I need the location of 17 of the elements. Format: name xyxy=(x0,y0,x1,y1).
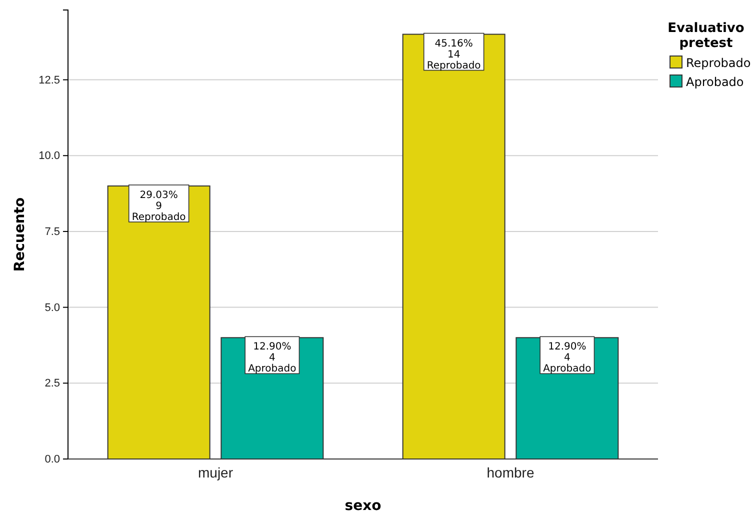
legend-title: Evaluativo pretest xyxy=(668,21,744,51)
y-tick-label: 12.5 xyxy=(38,74,60,86)
y-tick-label: 0.0 xyxy=(44,454,60,466)
data-label: 12.90% 4 Aprobado xyxy=(248,342,296,375)
legend-label: Reprobado xyxy=(686,56,751,70)
x-tick-label: mujer xyxy=(198,464,234,480)
y-tick-label: 10.0 xyxy=(38,150,60,162)
y-axis-title: Recuento xyxy=(12,196,28,272)
data-label: 29.03% 9 Reprobado xyxy=(132,190,186,223)
y-tick-label: 7.5 xyxy=(44,226,60,238)
data-label: 45.16% 14 Reprobado xyxy=(426,38,481,72)
legend-label: Aprobado xyxy=(686,75,744,89)
x-tick-label: hombre xyxy=(486,464,534,480)
y-tick-label: 2.5 xyxy=(44,378,60,390)
y-tick-label: 5.0 xyxy=(44,302,60,314)
data-label: 12.90% 4 Aprobado xyxy=(543,342,592,375)
x-axis-title: sexo xyxy=(344,498,382,514)
